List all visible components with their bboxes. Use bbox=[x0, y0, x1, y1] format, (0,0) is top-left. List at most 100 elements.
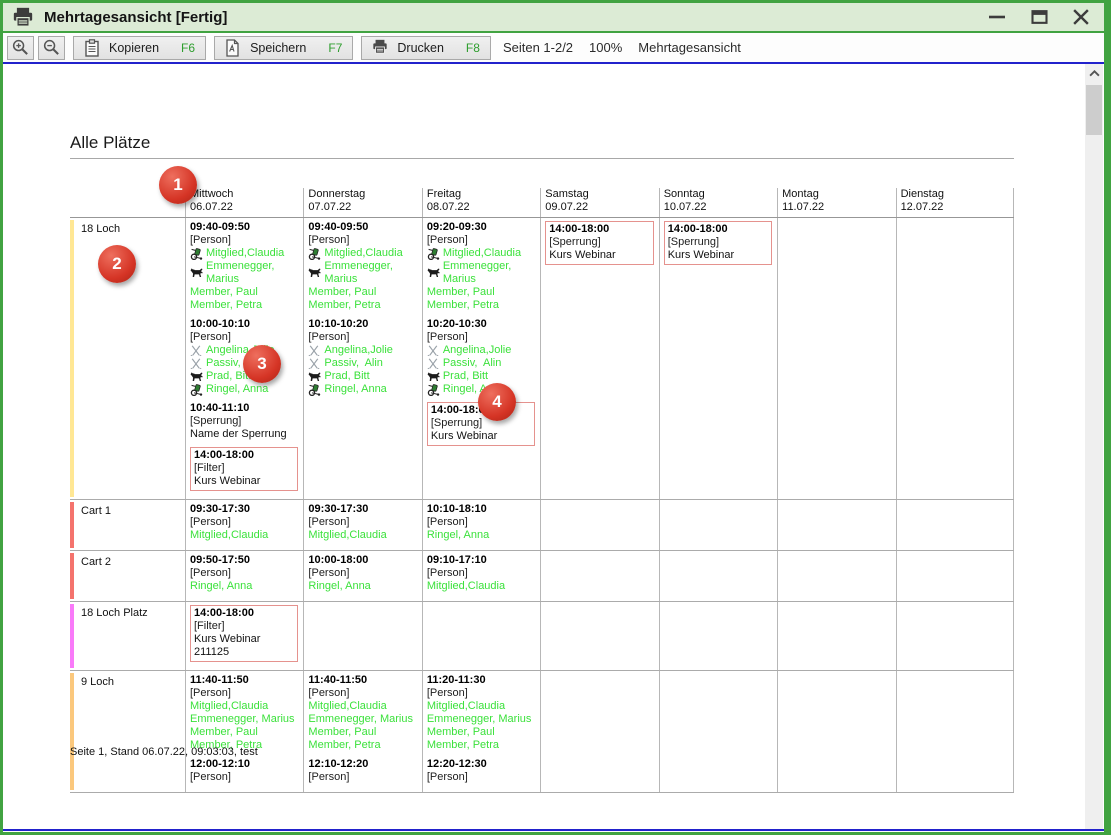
print-button-label: Drucken bbox=[397, 40, 444, 55]
day-date: 06.07.22 bbox=[190, 201, 233, 213]
trolley-icon bbox=[427, 383, 440, 396]
chevron-up-icon bbox=[1088, 70, 1100, 77]
calendar-cell bbox=[540, 500, 658, 550]
calendar-cell bbox=[658, 551, 777, 601]
maximize-button[interactable] bbox=[1028, 8, 1050, 26]
trolley-icon bbox=[427, 247, 440, 260]
zoom-in-button[interactable] bbox=[7, 35, 34, 60]
event-block-highlighted: 14:00-18:00 [Sperrung] Kurs Webinar bbox=[545, 221, 654, 265]
annotation-marker-2: 2 bbox=[98, 245, 136, 283]
resource-cell: Cart 2 bbox=[70, 551, 185, 601]
participant-name: Member, Paul bbox=[426, 726, 495, 738]
copy-button[interactable]: Kopieren F6 bbox=[73, 35, 207, 60]
event-time: 09:40-09:50 bbox=[190, 221, 250, 233]
event-participant: Member, Petra bbox=[427, 739, 540, 752]
dog-icon bbox=[308, 267, 322, 279]
save-button[interactable]: Speichern F7 bbox=[214, 35, 354, 60]
zoom-out-button[interactable] bbox=[38, 35, 65, 60]
participant-name: Member, Paul bbox=[190, 286, 258, 298]
trolley-icon bbox=[190, 247, 203, 260]
event-block: 10:40-11:10 [Sperrung] Name der Sperrung bbox=[190, 402, 303, 441]
event-type-label: [Person] bbox=[190, 687, 231, 699]
participant-name: Member, Petra bbox=[426, 739, 499, 751]
calendar-cell: 14:00-18:00 [Sperrung] Kurs Webinar bbox=[540, 218, 658, 499]
day-header-mittwoch: Mittwoch 06.07.22 bbox=[185, 188, 303, 217]
vertical-scrollbar[interactable] bbox=[1085, 64, 1103, 829]
calendar-cell: 09:20-09:30 [Person] Mitglied,Claudia Emmen… bbox=[421, 218, 540, 499]
printer-icon bbox=[12, 7, 34, 27]
minimize-button[interactable] bbox=[986, 8, 1008, 26]
save-button-fkey: F7 bbox=[328, 40, 343, 55]
calendar-cell bbox=[895, 671, 1014, 792]
resource-name: 9 Loch bbox=[81, 676, 115, 688]
page-footer: Seite 1, Stand 06.07.22, 09:03:03, test bbox=[70, 746, 258, 758]
event-block: 11:40-11:50 [Person] Mitglied,Claudia Emmen… bbox=[308, 674, 421, 752]
event-participant: Member, Paul bbox=[190, 726, 303, 739]
calendar-cell bbox=[777, 218, 895, 499]
participant-name: Mitglied,Claudia bbox=[308, 529, 387, 541]
participant-name: Mitglied,Claudia bbox=[190, 700, 269, 712]
calendar-cell bbox=[303, 602, 421, 670]
resource-color-stripe bbox=[70, 220, 74, 497]
event-participant: Mitglied,Claudia bbox=[427, 700, 540, 713]
scrollbar-up-button[interactable] bbox=[1085, 64, 1103, 83]
clubs-icon bbox=[190, 344, 203, 357]
day-header-dienstag: Dienstag 12.07.22 bbox=[895, 188, 1014, 217]
event-time: 11:40-11:50 bbox=[190, 674, 249, 686]
event-time: 11:40-11:50 bbox=[308, 674, 368, 686]
calendar-cell bbox=[895, 218, 1014, 499]
print-button[interactable]: Drucken F8 bbox=[361, 35, 491, 60]
page-title: Alle Plätze bbox=[70, 133, 1014, 159]
day-name: Freitag bbox=[426, 188, 462, 200]
annotation-marker-3: 3 bbox=[243, 345, 281, 383]
calendar-cell: 14:00-18:00 [Sperrung] Kurs Webinar bbox=[658, 218, 777, 499]
event-participant: Mitglied,Claudia bbox=[308, 247, 421, 260]
day-header-sonntag: Sonntag 10.07.22 bbox=[658, 188, 777, 217]
day-name: Samstag bbox=[545, 188, 589, 200]
title-bar: Mehrtagesansicht [Fertig] bbox=[3, 3, 1104, 31]
participant-name: Member, Petra bbox=[308, 739, 381, 751]
clubs-icon bbox=[308, 344, 321, 357]
event-time: 10:10-10:20 bbox=[308, 318, 369, 330]
participant-name: Emmenegger, Marius bbox=[324, 260, 396, 285]
calendar-cell: 14:00-18:00 [Filter] Kurs Webinar 211125 bbox=[185, 602, 303, 670]
printer-icon-small bbox=[372, 39, 388, 57]
event-time: 11:20-11:30 bbox=[426, 674, 486, 686]
participant-name: Member, Paul bbox=[190, 726, 258, 738]
event-description: Kurs Webinar bbox=[667, 249, 735, 261]
event-type-label: [Person] bbox=[190, 771, 231, 783]
event-participant: Ringel, Anna bbox=[190, 580, 303, 593]
event-participant: Emmenegger, Marius bbox=[190, 260, 303, 286]
event-block: 11:20-11:30 [Person] Mitglied,Claudia Emmen… bbox=[427, 674, 540, 752]
day-date: 07.07.22 bbox=[308, 201, 352, 213]
calendar-cell: 09:40-09:50 [Person] Mitglied,Claudia Emmen… bbox=[185, 218, 303, 499]
participant-name: Member, Petra bbox=[308, 299, 381, 311]
event-participant: Emmenegger, Marius bbox=[427, 260, 540, 286]
resource-name: 18 Loch Platz bbox=[81, 607, 148, 619]
calendar-cell bbox=[421, 602, 540, 670]
participant-name: Mitglied,Claudia bbox=[308, 700, 387, 712]
event-participant: Member, Paul bbox=[427, 286, 540, 299]
calendar-cell: 11:40-11:50 [Person] Mitglied,Claudia Emmen… bbox=[185, 671, 303, 792]
annotation-marker-1: 1 bbox=[159, 166, 197, 204]
calendar-cell bbox=[895, 602, 1014, 670]
day-header-donnerstag: Donnerstag 07.07.22 bbox=[303, 188, 421, 217]
event-type-label: [Person] bbox=[426, 687, 468, 699]
print-button-fkey: F8 bbox=[465, 40, 480, 55]
window-title: Mehrtagesansicht [Fertig] bbox=[44, 8, 228, 26]
calendar-row-9-loch: 9 Loch 11:40-11:50 [Person] Mitglied,Claudi… bbox=[70, 671, 1014, 793]
pdf-icon bbox=[225, 38, 241, 57]
event-participant: Member, Petra bbox=[427, 299, 540, 312]
scrollbar-thumb[interactable] bbox=[1086, 85, 1102, 135]
participant-name: Member, Paul bbox=[308, 286, 377, 298]
event-block: 12:00-12:10 [Person] bbox=[190, 758, 303, 784]
close-button[interactable] bbox=[1070, 8, 1092, 26]
calendar-cell: 11:20-11:30 [Person] Mitglied,Claudia Emmen… bbox=[421, 671, 540, 792]
event-block: 10:00-18:00 [Person] Ringel, Anna bbox=[308, 554, 421, 593]
event-block-highlighted: 14:00-18:00 [Filter] Kurs Webinar bbox=[190, 447, 299, 491]
status-pages: Seiten 1-2/2 bbox=[502, 40, 574, 55]
calendar-cell bbox=[658, 500, 777, 550]
resource-cell: 18 Loch Platz bbox=[70, 602, 185, 670]
event-type-label: [Person] bbox=[308, 331, 350, 343]
